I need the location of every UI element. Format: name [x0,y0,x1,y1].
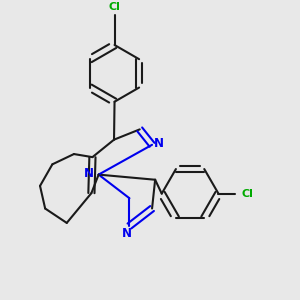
Text: N: N [122,227,132,240]
Text: N: N [84,167,94,180]
Text: N: N [154,137,164,150]
Text: Cl: Cl [242,189,254,199]
Text: Cl: Cl [109,2,121,12]
